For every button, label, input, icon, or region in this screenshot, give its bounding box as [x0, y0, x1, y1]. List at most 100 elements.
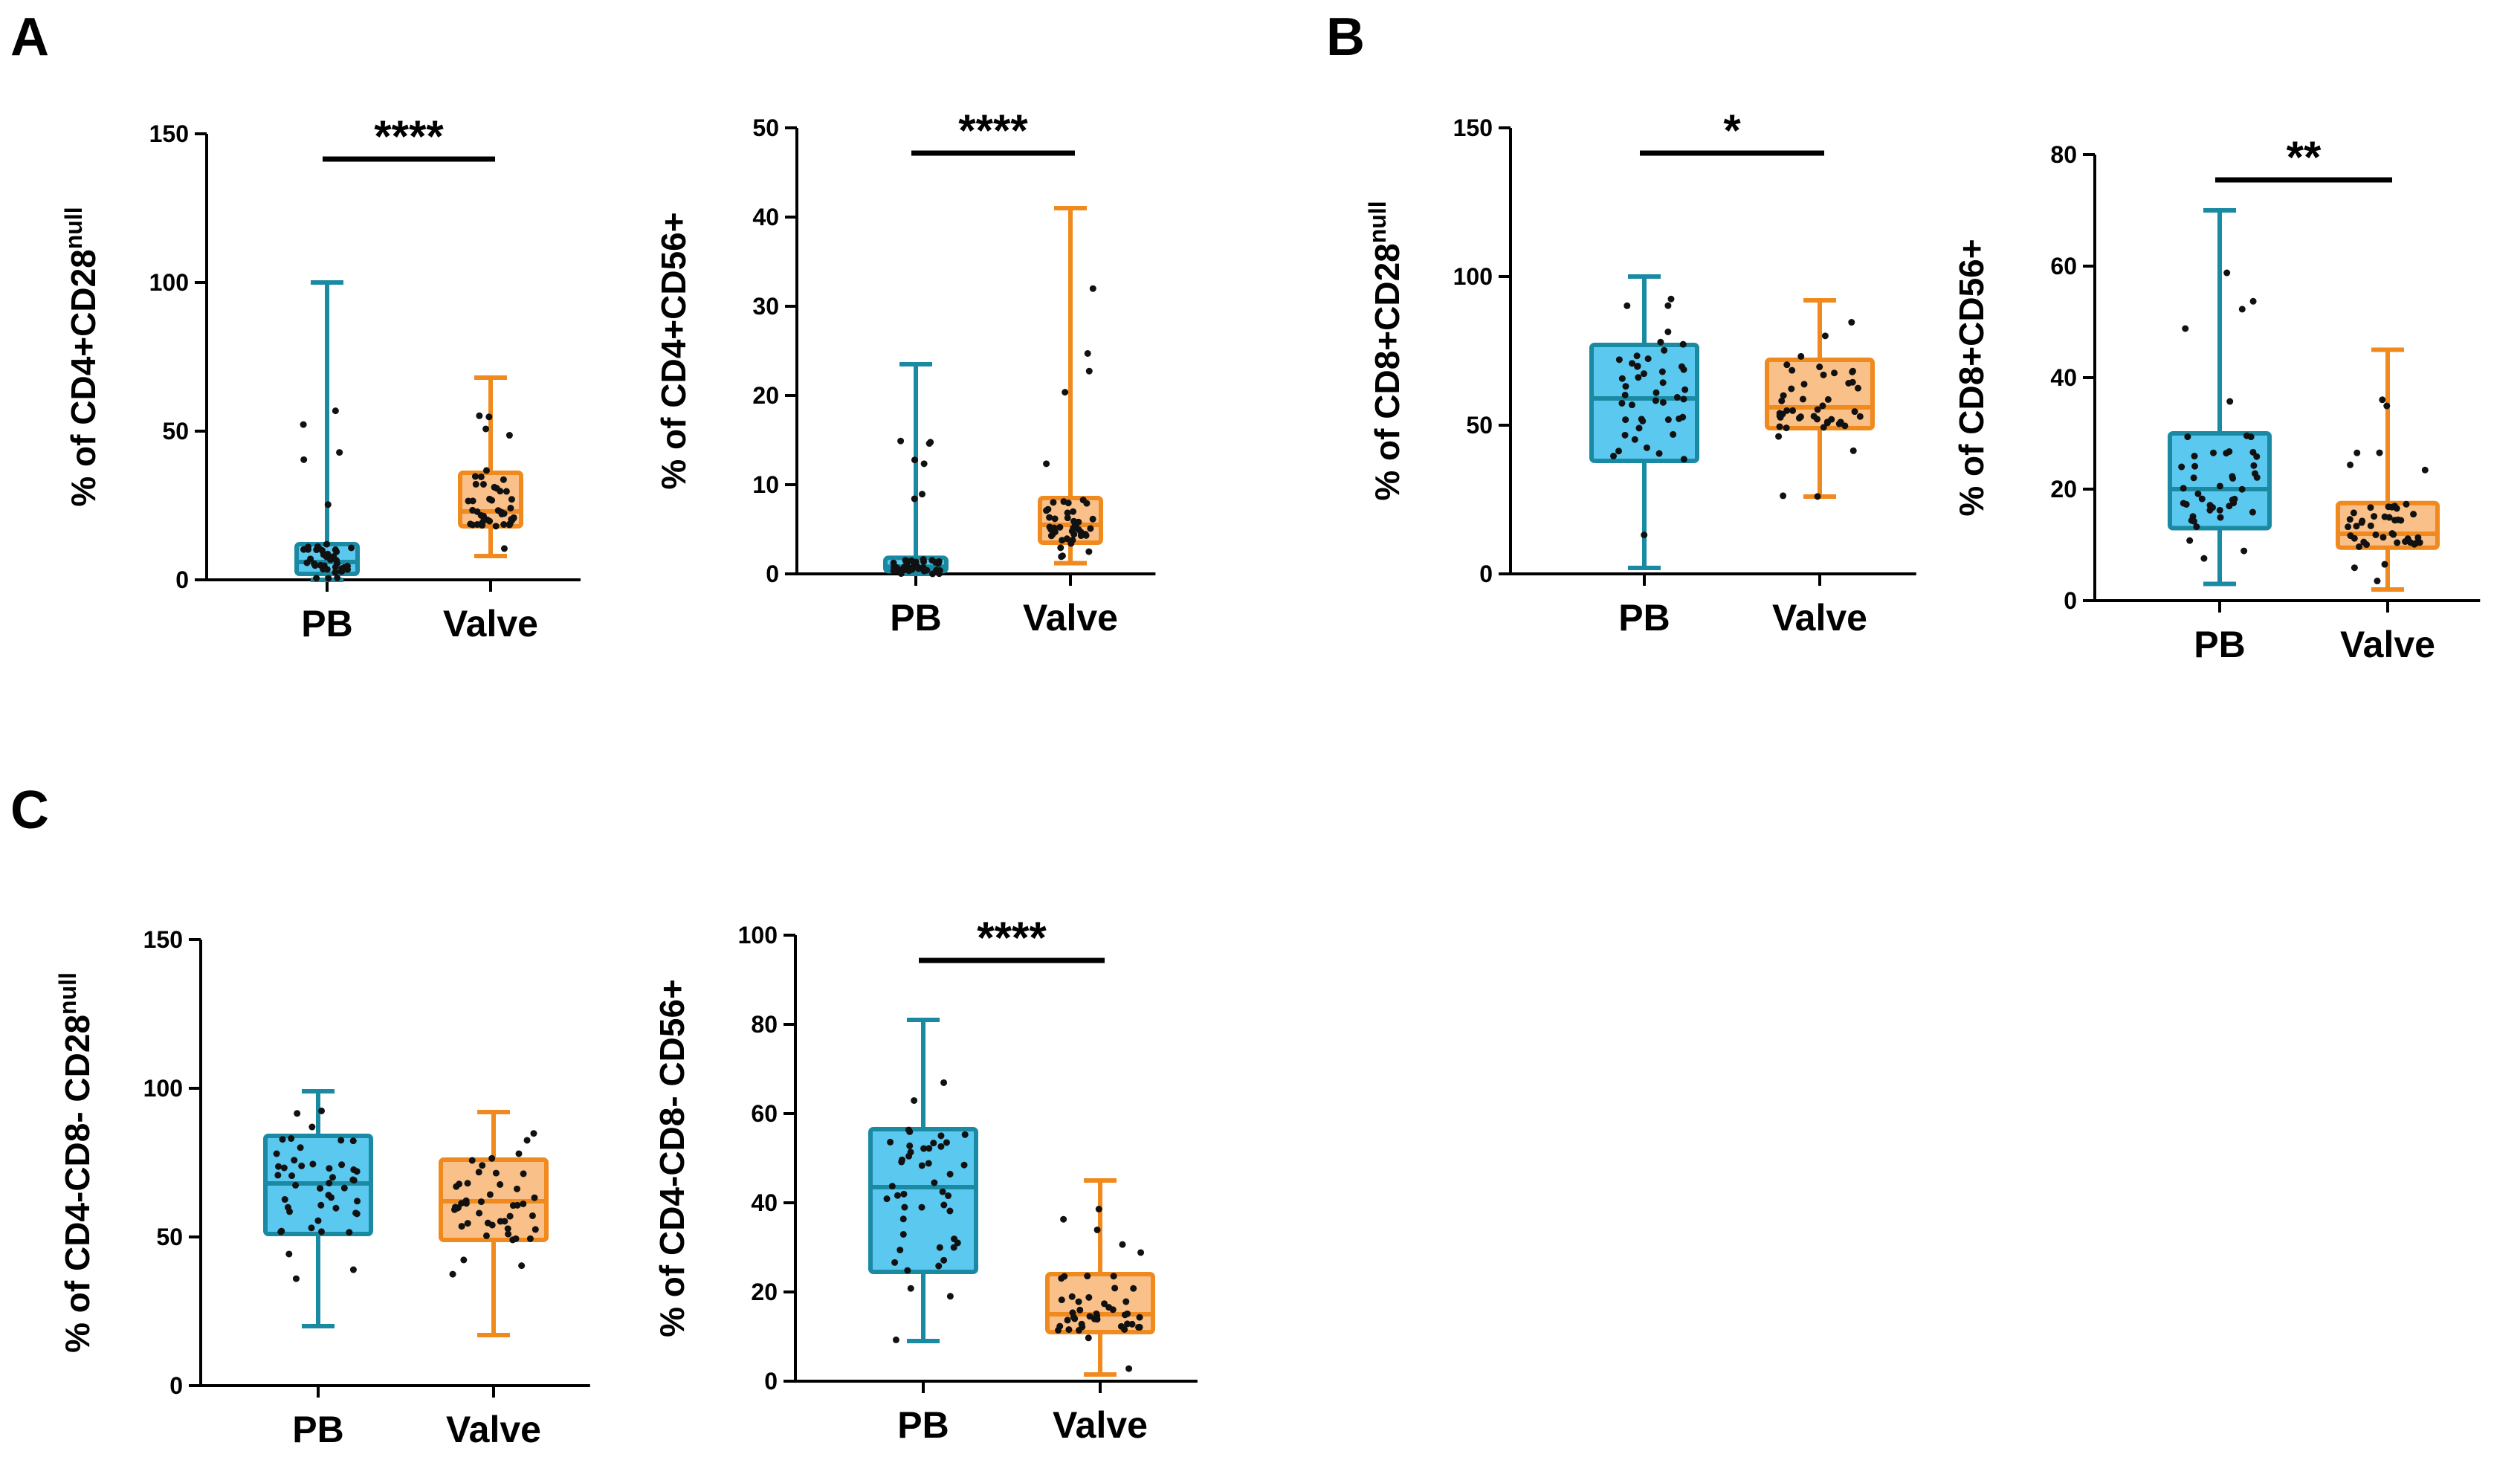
- y-axis-title: % of CD4-CD8- CD28null: [54, 972, 97, 1353]
- data-point: [1093, 1310, 1100, 1317]
- data-point: [1111, 1285, 1119, 1292]
- data-point: [458, 1223, 465, 1230]
- data-point: [934, 560, 942, 567]
- data-point: [1644, 355, 1652, 363]
- x-category-label: Valve: [1772, 597, 1867, 639]
- data-point: [1800, 381, 1808, 388]
- data-point: [1046, 514, 1053, 521]
- data-point: [951, 1235, 958, 1243]
- data-point: [329, 1174, 336, 1181]
- y-tick-label: 50: [752, 114, 779, 141]
- data-point: [2249, 297, 2257, 305]
- y-tick-label: 0: [2064, 587, 2077, 614]
- data-point: [887, 1138, 894, 1146]
- data-point: [2217, 514, 2224, 521]
- data-point: [486, 1191, 494, 1198]
- data-point: [303, 559, 311, 566]
- data-point: [933, 566, 940, 574]
- data-point: [891, 1259, 899, 1266]
- data-point: [274, 1172, 282, 1179]
- data-point: [2247, 433, 2255, 441]
- data-point: [2194, 490, 2202, 497]
- data-point: [285, 1250, 293, 1258]
- data-point: [901, 1204, 908, 1211]
- y-tick-label: 20: [751, 1279, 778, 1305]
- data-point: [515, 1150, 523, 1157]
- data-point: [1137, 1249, 1145, 1256]
- data-point: [2223, 269, 2231, 277]
- data-point: [1130, 1285, 1137, 1292]
- data-point: [883, 1195, 891, 1203]
- data-point: [346, 1229, 353, 1236]
- y-tick-label: 0: [175, 566, 189, 593]
- data-point: [2229, 473, 2236, 480]
- data-point: [2351, 534, 2358, 542]
- data-point: [350, 1166, 358, 1173]
- data-point: [469, 506, 476, 514]
- data-point: [2414, 534, 2422, 541]
- significance-label: ****: [977, 913, 1047, 963]
- data-point: [896, 1247, 904, 1254]
- data-point: [946, 1170, 954, 1177]
- data-point: [943, 1139, 950, 1146]
- y-axis-title: % of CD4+CD56+: [654, 212, 693, 489]
- data-point: [479, 522, 486, 529]
- x-category-label: Valve: [446, 1409, 541, 1450]
- data-point: [1046, 523, 1053, 531]
- data-point: [311, 560, 318, 567]
- data-point: [1664, 302, 1672, 309]
- data-point: [532, 1226, 539, 1233]
- data-point: [288, 1135, 295, 1143]
- y-axis-title-superscript: null: [60, 207, 87, 249]
- data-point: [1652, 389, 1660, 396]
- data-point: [940, 1079, 948, 1086]
- data-point: [460, 1256, 468, 1264]
- data-point: [2216, 482, 2223, 490]
- data-point: [897, 437, 905, 445]
- data-point: [520, 1200, 527, 1207]
- data-point: [503, 488, 510, 495]
- data-point: [1057, 544, 1064, 552]
- y-tick-label: 40: [752, 204, 779, 230]
- y-tick-label: 50: [1466, 412, 1493, 439]
- data-point: [332, 1204, 340, 1212]
- data-point: [1657, 338, 1664, 346]
- data-point: [1831, 369, 1838, 377]
- data-point: [2360, 538, 2368, 546]
- data-point: [1070, 1314, 1077, 1321]
- data-point: [1661, 346, 1668, 354]
- data-point: [1814, 406, 1821, 413]
- y-tick-label: 40: [751, 1189, 778, 1216]
- data-point: [2178, 463, 2185, 471]
- data-point: [1109, 1306, 1117, 1314]
- data-point: [1051, 515, 1059, 523]
- data-point: [326, 1165, 333, 1172]
- significance-label: **: [2287, 132, 2322, 182]
- data-point: [327, 556, 335, 563]
- data-point: [1121, 1311, 1128, 1319]
- data-point: [2371, 513, 2378, 520]
- data-point: [507, 505, 514, 512]
- data-point: [482, 1232, 490, 1239]
- box-valve: [458, 375, 523, 558]
- data-point: [940, 1201, 948, 1209]
- data-point: [1681, 386, 1689, 393]
- data-point: [1783, 424, 1790, 432]
- data-point: [1680, 456, 1687, 463]
- data-point: [920, 1145, 928, 1152]
- data-point: [1629, 360, 1636, 367]
- data-point: [918, 1204, 925, 1211]
- data-point: [1848, 319, 1855, 326]
- data-point: [1664, 416, 1672, 424]
- data-point: [2421, 466, 2429, 474]
- data-point: [477, 1198, 485, 1206]
- data-point: [504, 1225, 511, 1233]
- data-point: [2379, 396, 2386, 404]
- data-point: [1067, 540, 1075, 547]
- data-point: [288, 1172, 296, 1180]
- data-point: [1819, 402, 1826, 410]
- data-point: [1643, 444, 1650, 451]
- data-point: [333, 557, 340, 564]
- data-point: [2402, 538, 2409, 546]
- data-point: [1085, 1334, 1092, 1342]
